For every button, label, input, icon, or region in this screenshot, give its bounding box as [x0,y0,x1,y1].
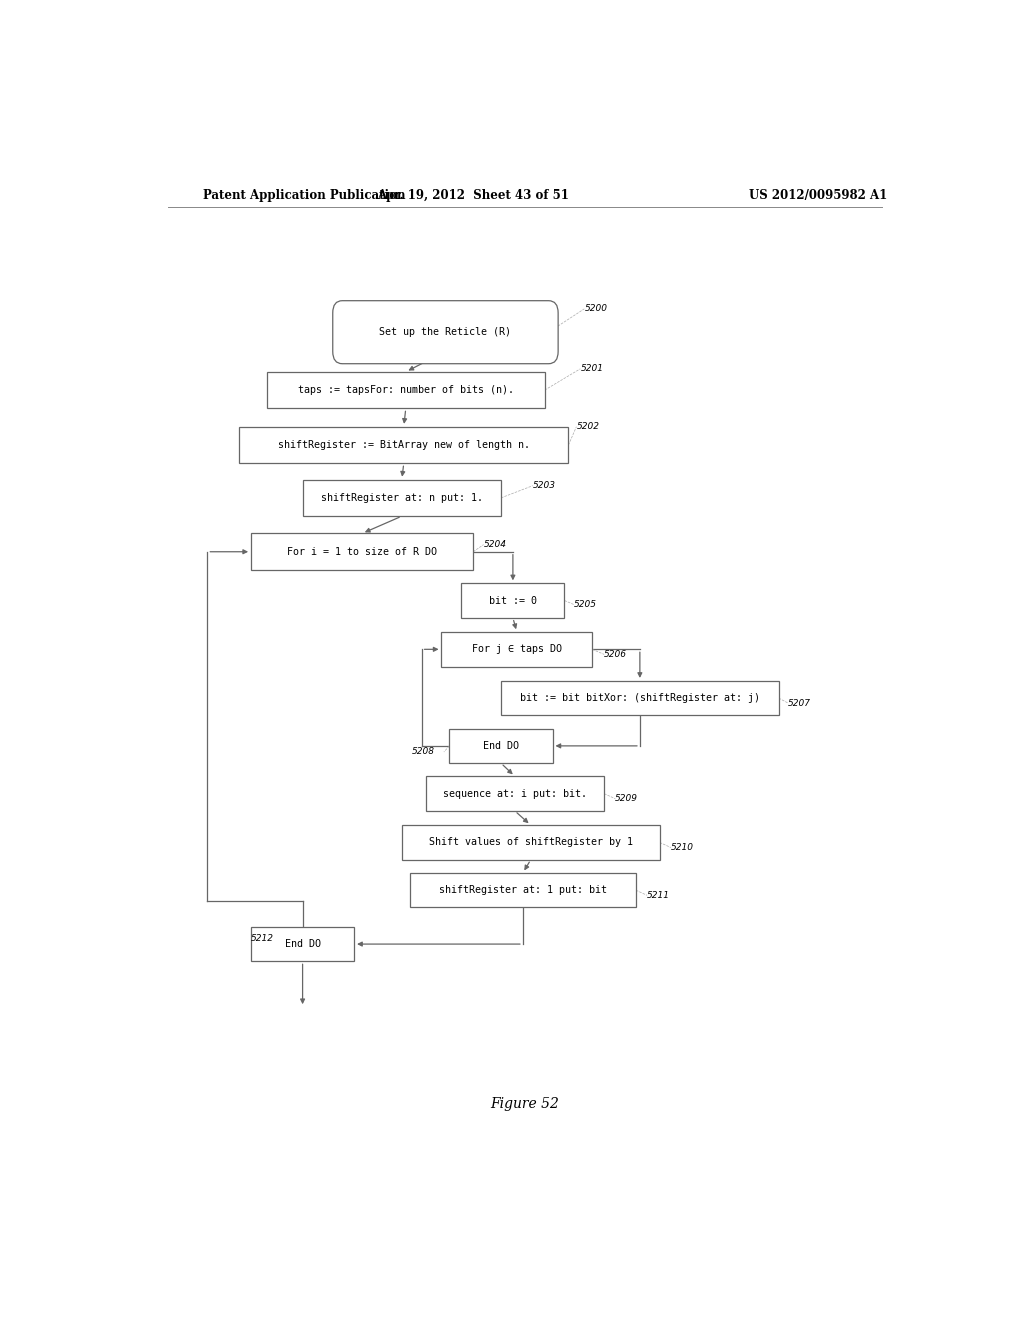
FancyBboxPatch shape [426,776,604,810]
FancyBboxPatch shape [441,632,592,667]
Text: 5211: 5211 [647,891,670,900]
Text: shiftRegister at: 1 put: bit: shiftRegister at: 1 put: bit [439,886,607,895]
Text: shiftRegister at: n put: 1.: shiftRegister at: n put: 1. [321,492,482,503]
FancyBboxPatch shape [401,825,659,859]
FancyBboxPatch shape [303,479,501,516]
FancyBboxPatch shape [501,681,778,715]
Text: For j ∈ taps DO: For j ∈ taps DO [472,644,562,655]
Text: bit := bit bitXor: (shiftRegister at: j): bit := bit bitXor: (shiftRegister at: j) [520,693,760,704]
Text: 5206: 5206 [604,649,627,659]
Text: taps := tapsFor: number of bits (n).: taps := tapsFor: number of bits (n). [298,385,514,395]
Text: Patent Application Publication: Patent Application Publication [204,189,406,202]
FancyBboxPatch shape [410,873,636,907]
Text: End DO: End DO [285,939,321,949]
Text: US 2012/0095982 A1: US 2012/0095982 A1 [750,189,888,202]
Text: 5210: 5210 [671,843,694,851]
Text: For i = 1 to size of R DO: For i = 1 to size of R DO [287,546,437,557]
FancyBboxPatch shape [240,426,568,463]
Text: 5204: 5204 [483,540,507,549]
Text: Apr. 19, 2012  Sheet 43 of 51: Apr. 19, 2012 Sheet 43 of 51 [377,189,569,202]
Text: Figure 52: Figure 52 [490,1097,559,1110]
Text: 5212: 5212 [251,935,274,944]
Text: 5208: 5208 [412,747,435,756]
Text: 5207: 5207 [788,698,811,708]
Text: 5205: 5205 [574,601,597,609]
Text: bit := 0: bit := 0 [488,595,537,606]
FancyBboxPatch shape [461,583,564,618]
Text: Shift values of shiftRegister by 1: Shift values of shiftRegister by 1 [429,837,633,847]
Text: 5202: 5202 [577,422,599,432]
Text: 5200: 5200 [585,305,607,313]
FancyBboxPatch shape [450,729,553,763]
Text: 5203: 5203 [532,482,556,490]
FancyBboxPatch shape [267,372,545,408]
FancyBboxPatch shape [251,927,354,961]
Text: Set up the Reticle (R): Set up the Reticle (R) [380,327,511,337]
Text: sequence at: i put: bit.: sequence at: i put: bit. [442,788,587,799]
Text: shiftRegister := BitArray new of length n.: shiftRegister := BitArray new of length … [278,440,529,450]
Text: 5201: 5201 [581,364,603,374]
FancyBboxPatch shape [333,301,558,364]
Text: End DO: End DO [483,741,519,751]
FancyBboxPatch shape [251,533,473,570]
Text: 5209: 5209 [615,795,638,804]
